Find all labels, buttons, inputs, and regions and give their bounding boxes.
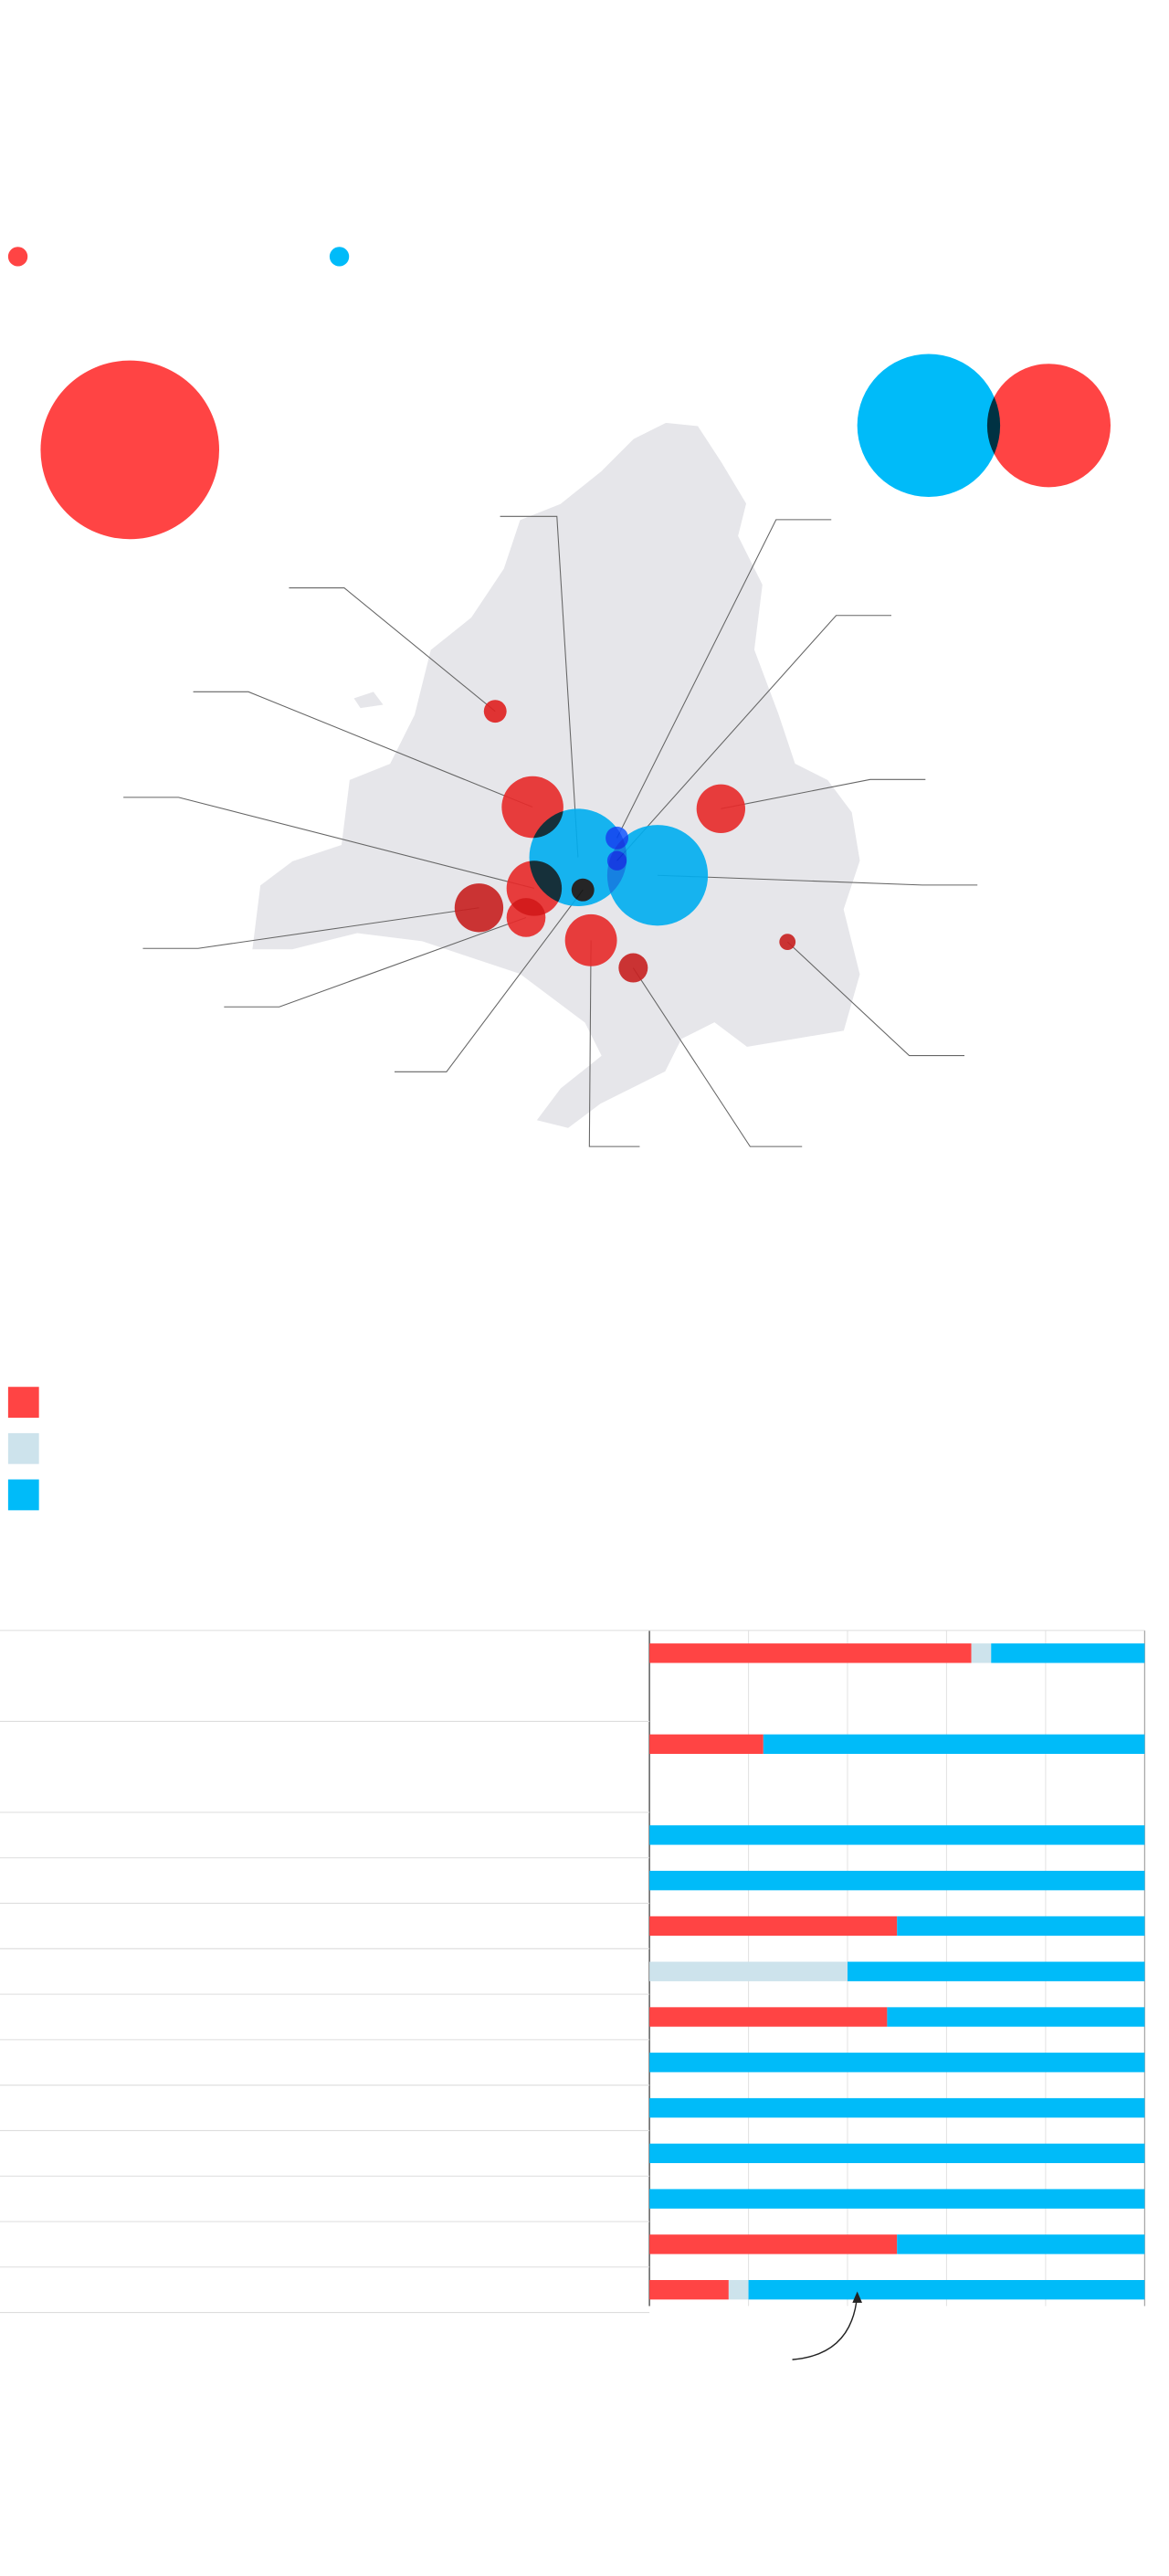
bubble [454, 883, 504, 933]
legend-dot [7, 247, 28, 267]
map-islet [353, 692, 384, 709]
bar-segment [649, 1734, 764, 1754]
bubble [606, 826, 628, 850]
bubble [606, 825, 709, 926]
bubble [564, 913, 617, 966]
leader-line [193, 691, 533, 808]
bubble [696, 784, 745, 833]
leader-line [224, 916, 527, 1008]
leader-line [721, 778, 926, 809]
bar-chart [0, 1630, 1145, 2314]
bar-segment [649, 1961, 848, 1981]
leader-line [500, 515, 579, 858]
bubble [779, 934, 796, 950]
bar-legend [7, 1387, 39, 1511]
leader-lines [123, 515, 978, 1147]
legend-swatch [7, 1479, 39, 1511]
legend-swatch [7, 1387, 39, 1418]
leader-line [289, 587, 496, 713]
bar-segment [649, 2234, 898, 2254]
bar-segment [897, 1916, 1145, 1937]
arrow-head [852, 2291, 862, 2303]
bar-segment [848, 1961, 1145, 1981]
legend-dot [329, 247, 350, 267]
leader-line [616, 519, 832, 839]
leader-line [657, 874, 978, 886]
bar-segment [649, 2097, 1145, 2118]
map-legend [7, 247, 350, 267]
bar-segment [649, 2189, 1145, 2209]
leader-line [786, 941, 964, 1057]
leader-line [395, 889, 584, 1072]
scale-bubble [857, 354, 1001, 497]
region-map [250, 421, 861, 1130]
annotation-arrow [792, 2294, 858, 2360]
legend-swatch [7, 1432, 39, 1464]
bar-segment [991, 1643, 1145, 1663]
bar-segment [649, 1643, 972, 1663]
bar-segment [649, 2280, 729, 2300]
bar-segment [649, 2143, 1145, 2163]
bar-segment [649, 1825, 1145, 1845]
bubble [606, 850, 627, 871]
bar-segment [649, 2053, 1145, 2073]
leader-line [632, 967, 803, 1147]
scale-bubbles [40, 354, 1111, 540]
leader-line [142, 907, 479, 949]
bar-segment [649, 2007, 888, 2027]
leader-line [616, 615, 891, 861]
bar-segment [971, 1643, 992, 1663]
leader-line [123, 797, 535, 889]
bubble [506, 898, 546, 937]
bar-segment [649, 1871, 1145, 1891]
map-bubbles [454, 700, 796, 983]
bar-segment [887, 2007, 1145, 2027]
bar-segment [748, 2280, 1145, 2300]
bar-segment [649, 1916, 898, 1937]
bar-segment [897, 2234, 1145, 2254]
leader-line [588, 940, 640, 1147]
bubble [618, 953, 648, 983]
bar-segment [763, 1734, 1145, 1754]
scale-bubble [986, 364, 1111, 488]
scale-bubble [40, 360, 219, 540]
bubble [571, 878, 595, 902]
bubble [483, 700, 507, 723]
bar-segment [728, 2280, 749, 2300]
